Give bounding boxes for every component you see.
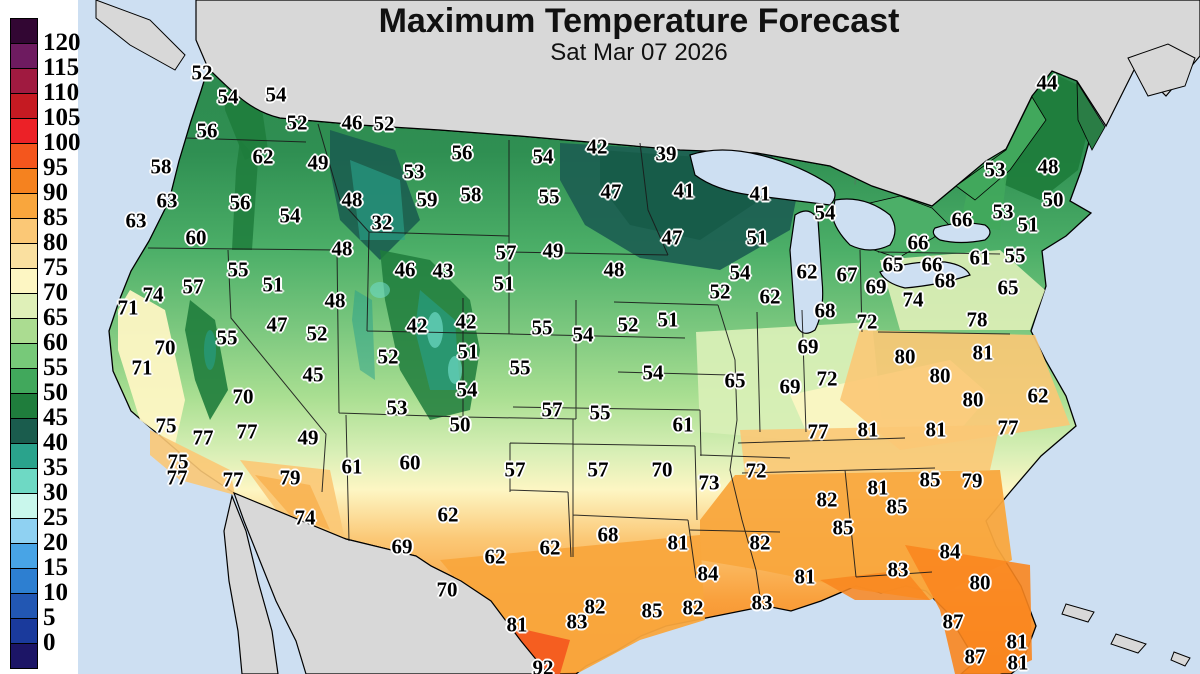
legend-swatch: [10, 143, 38, 169]
canada-land: [195, 0, 1200, 207]
lake-michigan: [789, 210, 824, 334]
state-borders: [147, 123, 1011, 611]
legend-swatch: [10, 243, 38, 269]
nova-scotia: [1127, 43, 1196, 97]
baja-peninsula: [223, 493, 279, 674]
legend-swatch: [10, 18, 38, 44]
legend-swatch: [10, 443, 38, 469]
legend-swatch: [10, 618, 38, 644]
legend-value: 40: [43, 429, 68, 456]
legend-value: 0: [43, 629, 56, 656]
legend-swatch: [10, 493, 38, 519]
legend-value: 45: [43, 404, 68, 431]
legend-swatch: [10, 593, 38, 619]
legend-swatch: [10, 318, 38, 344]
legend-value: 105: [43, 104, 81, 131]
legend-swatch: [10, 68, 38, 94]
legend-value: 60: [43, 329, 68, 356]
legend-value: 25: [43, 504, 68, 531]
legend-value: 5: [43, 604, 56, 631]
legend-swatch: [10, 518, 38, 544]
legend-swatch: [10, 293, 38, 319]
legend-swatch: [10, 543, 38, 569]
mexico-land: [232, 491, 549, 674]
legend-swatch: [10, 268, 38, 294]
legend-swatch: [10, 468, 38, 494]
legend-swatch: [10, 643, 38, 669]
legend-value: 90: [43, 179, 68, 206]
legend-swatch: [10, 93, 38, 119]
lake-erie: [879, 261, 971, 289]
lake-huron: [831, 198, 896, 251]
legend-value: 20: [43, 529, 68, 556]
legend-value: 15: [43, 554, 68, 581]
legend-value: 65: [43, 304, 68, 331]
legend-swatch: [10, 568, 38, 594]
legend-value: 50: [43, 379, 68, 406]
legend-value: 35: [43, 454, 68, 481]
legend-swatch: [10, 168, 38, 194]
legend-value: 10: [43, 579, 68, 606]
legend-value: 70: [43, 279, 68, 306]
legend-value: 75: [43, 254, 68, 281]
lake-ontario: [932, 222, 991, 244]
temperature-shading: [118, 64, 1088, 674]
legend-swatch: [10, 418, 38, 444]
legend-value: 30: [43, 479, 68, 506]
legend-value: 85: [43, 204, 68, 231]
legend-value: 115: [43, 54, 80, 81]
legend-value: 55: [43, 354, 68, 381]
bahamas-islands: [1061, 603, 1191, 667]
legend-swatch: [10, 118, 38, 144]
legend-swatch: [10, 368, 38, 394]
temperature-legend: 120 115 110 105 100 95 90 85 80 75 70 65 60 55 50 45 40 3…: [0, 0, 81, 674]
legend-swatch: [10, 218, 38, 244]
lake-superior: [689, 149, 836, 206]
legend-swatch: [10, 343, 38, 369]
legend-swatch: [10, 43, 38, 69]
legend-swatch: [10, 193, 38, 219]
legend-value: 80: [43, 229, 68, 256]
legend-value: 110: [43, 79, 80, 106]
map-subtitle: Sat Mar 07 2026: [550, 39, 728, 66]
title-block: Maximum Temperature Forecast Sat Mar 07 …: [78, 2, 1200, 67]
vancouver-island: [95, 0, 186, 71]
legend-value: 120: [43, 29, 81, 56]
legend-value: 95: [43, 154, 68, 181]
legend-swatch: [10, 393, 38, 419]
great-lakes: [689, 149, 991, 334]
map-title: Maximum Temperature Forecast: [378, 2, 900, 40]
legend-value: 100: [43, 129, 81, 156]
